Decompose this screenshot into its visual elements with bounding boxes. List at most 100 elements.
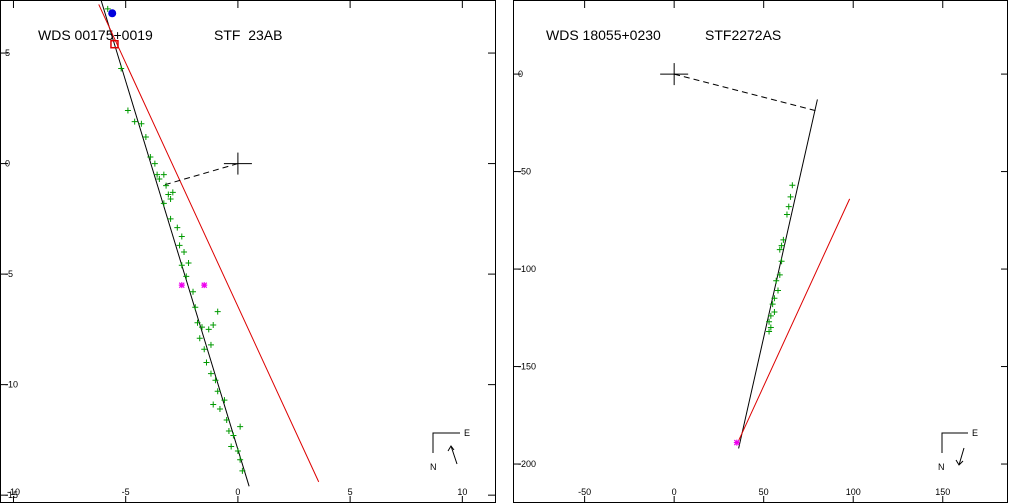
observation-point [183, 273, 190, 280]
y-ticks-right: 0 -50 -100 -150 -200 [514, 69, 1008, 469]
observation-point [205, 326, 212, 333]
x-tick-label: -50 [578, 487, 591, 497]
periastron-marker [110, 39, 119, 49]
observation-point [783, 211, 790, 218]
observation-point [214, 308, 221, 315]
plot-frame-left [0, 0, 496, 503]
x-tick-label: -5 [122, 487, 130, 497]
x-tick-label: -10 [7, 487, 20, 497]
orbit-line [100, 0, 250, 487]
x-ticks-right: -50 0 50 100 150 [578, 1, 950, 503]
observation-point [147, 153, 154, 160]
observation-point [185, 260, 192, 267]
observation-point [156, 176, 163, 183]
y-tick-label: 0 [5, 159, 10, 169]
observation-point [210, 401, 217, 408]
observation-point [131, 118, 138, 125]
panel-left: WDS 00175+0019 STF 23AB -10 -5 0 5 10 50-5-1… [0, 0, 496, 503]
observation-point [104, 5, 111, 12]
observation-point [789, 182, 796, 189]
orbit-line [738, 99, 818, 449]
compass-left: E N [430, 428, 470, 472]
compass-north-label: N [938, 462, 945, 472]
observation-point [767, 312, 774, 319]
observation-point [237, 423, 244, 430]
observation-point [769, 301, 776, 308]
observation-point [223, 417, 230, 423]
observation-point [228, 443, 235, 450]
observation-point [207, 370, 214, 377]
observation-point [785, 203, 792, 210]
node-line [674, 73, 818, 112]
second-line [98, 4, 320, 483]
points-left [104, 5, 246, 474]
observation-point [151, 160, 158, 167]
observation-point [207, 341, 214, 348]
observation-point [766, 328, 773, 335]
points-right [733, 182, 796, 446]
y-ticks-left: 50-5-10-15 [1, 48, 495, 500]
y-tick-label: -10 [5, 380, 18, 390]
lines-right [660, 63, 851, 449]
y-tick-label: -5 [5, 269, 13, 279]
x-tick-label: 0 [235, 487, 240, 497]
observation-point [160, 200, 167, 207]
observation-point [230, 432, 237, 439]
compass-east-label: E [972, 428, 978, 438]
x-tick-label: 5 [348, 487, 353, 497]
observation-point [767, 324, 774, 331]
observation-point [787, 193, 794, 200]
observation-point [239, 467, 246, 474]
observation-point [780, 236, 787, 243]
y-tick-label: -50 [518, 167, 531, 177]
observation-point [773, 277, 780, 284]
lines-left [98, 0, 320, 487]
observation-point [167, 195, 174, 202]
observation-point [771, 295, 778, 302]
observation-point [776, 271, 783, 278]
observation-point [775, 287, 782, 294]
observation-point [174, 224, 181, 231]
y-tick-label: -150 [518, 362, 536, 372]
special-point [178, 282, 185, 289]
x-tick-label: 0 [672, 487, 677, 497]
x-tick-label: 50 [759, 487, 769, 497]
observation-point [225, 428, 232, 435]
chart-title-pair-left: STF 23AB [214, 27, 282, 43]
motion-arrow-icon [955, 447, 965, 466]
y-tick-label: -15 [5, 490, 18, 500]
special-point [201, 282, 208, 289]
y-tick-label: 0 [518, 69, 523, 79]
compass-east-label: E [464, 428, 470, 438]
observation-point [194, 319, 201, 326]
observation-point [190, 288, 197, 295]
compass-right: E N [938, 428, 978, 472]
observation-point [167, 215, 174, 222]
motion-arrow-icon [447, 445, 458, 465]
observation-point [160, 171, 167, 178]
observation-point [163, 182, 170, 189]
observation-point [196, 335, 203, 342]
chart-title-id-right: WDS 18055+0230 [546, 27, 661, 43]
observation-point [216, 405, 223, 412]
observation-point [212, 377, 219, 384]
observation-point [214, 388, 221, 395]
y-tick-label: -100 [518, 264, 536, 274]
second-line [736, 198, 851, 445]
plot-frame-right [513, 0, 1008, 503]
special-point [733, 439, 740, 446]
observation-point [771, 308, 778, 315]
observation-point [169, 189, 176, 196]
x-tick-label: 150 [935, 487, 950, 497]
x-ticks-left: -10 -5 0 5 10 [7, 1, 467, 503]
observation-point [778, 242, 785, 249]
panel-right: WDS 18055+0230 STF2272AS -50 0 50 100 150 0-… [513, 0, 1008, 503]
observation-point [192, 304, 199, 311]
observation-point [176, 242, 183, 249]
observation-point [778, 258, 785, 265]
compass-north-label: N [430, 462, 437, 472]
observation-point [124, 107, 131, 114]
observation-point [181, 249, 188, 255]
observation-point [118, 65, 125, 72]
observation-point [766, 318, 773, 325]
